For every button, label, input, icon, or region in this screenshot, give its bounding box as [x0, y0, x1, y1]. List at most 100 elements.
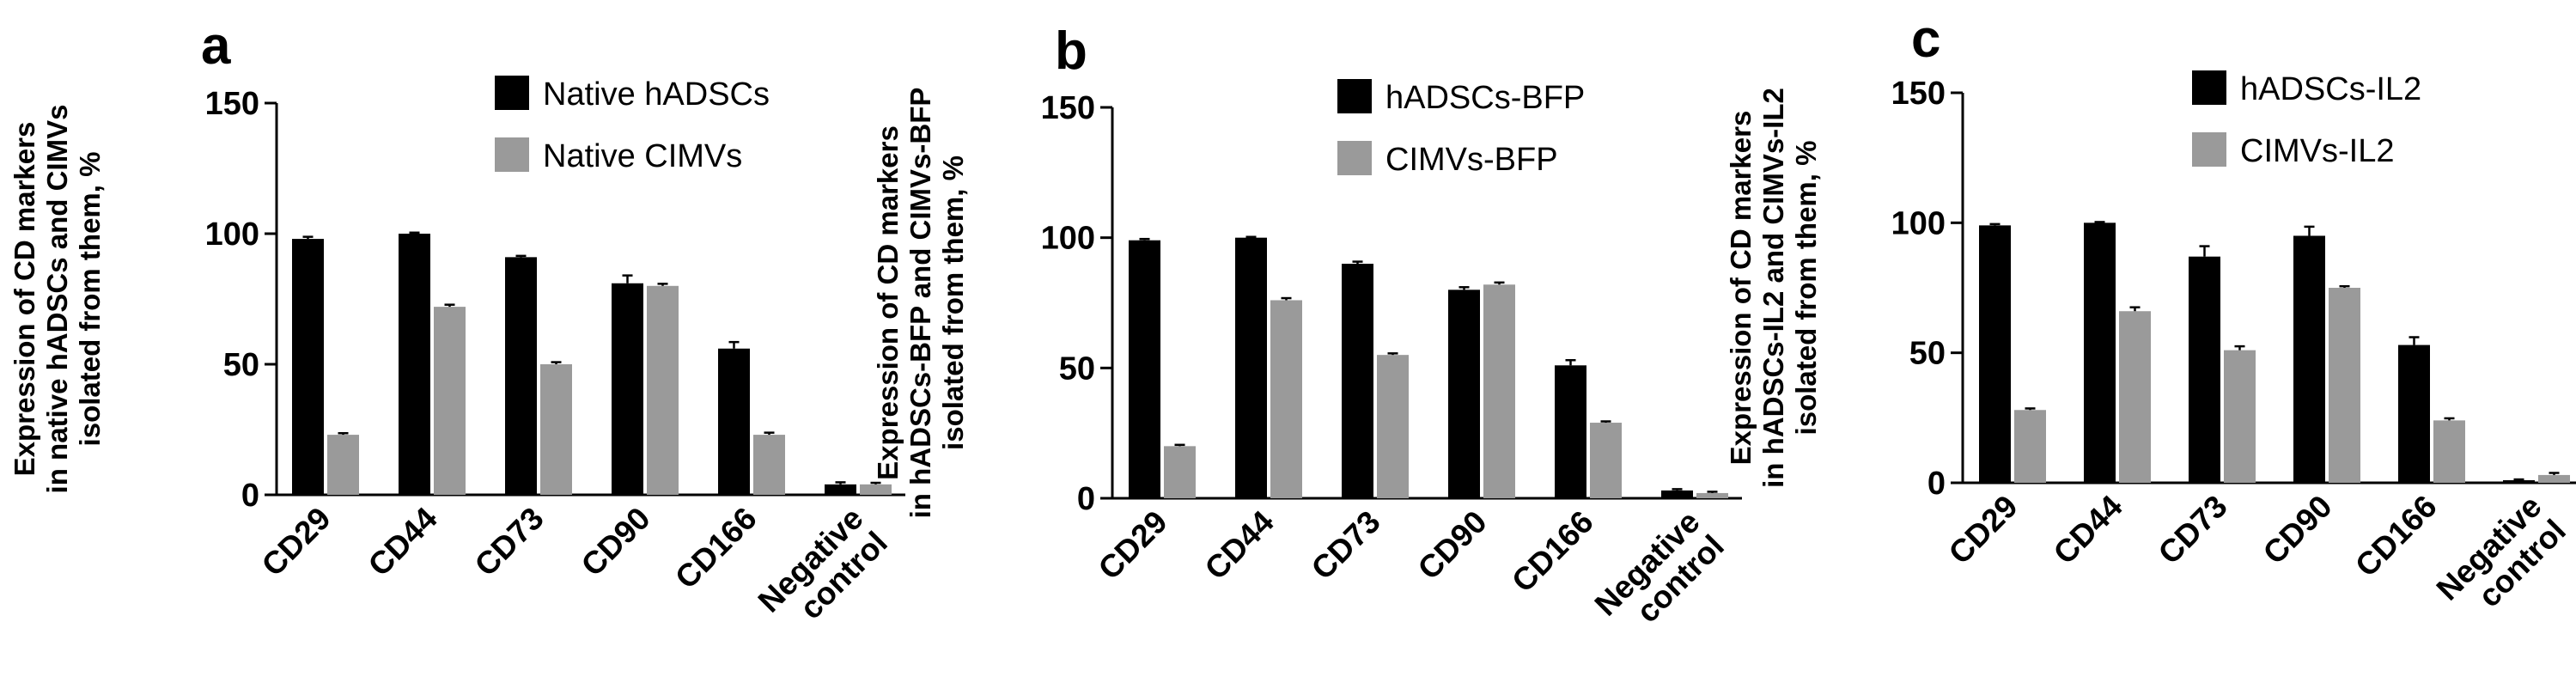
- x-tick-label: CD166: [668, 501, 763, 595]
- bar: [612, 283, 643, 495]
- y-tick-label: 100: [1891, 205, 1946, 241]
- legend-label: hADSCs-IL2: [2240, 71, 2421, 107]
- panel-letter: c: [1911, 9, 1940, 69]
- legend-label: Native CIMVs: [543, 138, 742, 174]
- bar: [1448, 290, 1480, 498]
- x-tick-label: CD166: [2348, 489, 2443, 583]
- legend-swatch: [1337, 141, 1372, 175]
- y-axis-label-line: Expression of CD markers: [872, 125, 904, 480]
- panel-letter: b: [1055, 21, 1087, 81]
- y-tick-label: 50: [1909, 336, 1946, 372]
- legend-label: CIMVs-BFP: [1385, 142, 1558, 178]
- x-tick-label: CD73: [1305, 504, 1387, 587]
- y-tick-label: 50: [223, 347, 259, 383]
- y-tick-label: 150: [1041, 90, 1095, 126]
- bar: [1979, 225, 2011, 483]
- x-tick-label-line: CD90: [2256, 489, 2339, 571]
- bar: [2503, 479, 2535, 483]
- y-axis-label-line: in native hADSCs and CIMVs: [41, 105, 73, 494]
- bar: [1696, 492, 1728, 498]
- x-tick-label-line: CD166: [668, 501, 763, 595]
- x-tick-label-line: CD166: [1505, 504, 1599, 599]
- bar: [1483, 284, 1515, 498]
- x-tick-label: CD73: [2152, 489, 2234, 571]
- bar: [1590, 423, 1622, 498]
- x-tick-label: CD73: [468, 501, 551, 583]
- y-axis-label: Expression of CD markersin hADSCs-BFP an…: [872, 88, 969, 519]
- bar: [399, 234, 430, 495]
- legend-swatch: [1337, 79, 1372, 113]
- x-tick-label-line: CD44: [1198, 503, 1281, 586]
- bar: [505, 257, 537, 495]
- bar: [2329, 288, 2360, 483]
- bar: [2084, 223, 2116, 483]
- bar: [2433, 420, 2465, 483]
- y-tick-label: 100: [205, 216, 259, 253]
- chart-panel-c: c Expression of CD markersin hADSCs-IL2 a…: [1725, 9, 2576, 631]
- x-tick-label-line: CD29: [255, 501, 338, 583]
- x-tick-label-line: CD29: [1942, 489, 2025, 571]
- bar: [860, 484, 892, 495]
- y-axis-label: Expression of CD markersin hADSCs-IL2 an…: [1725, 88, 1822, 488]
- x-tick-label: CD90: [1411, 504, 1494, 587]
- bar: [2119, 311, 2151, 483]
- x-tick-label: CD44: [2047, 488, 2129, 570]
- y-axis-label-line: isolated from them, %: [74, 152, 106, 447]
- legend-swatch: [495, 137, 529, 172]
- x-tick-label-line: CD73: [468, 501, 551, 583]
- bar: [1164, 446, 1196, 498]
- y-axis-label-line: isolated from them, %: [937, 155, 969, 450]
- y-axis-label-line: in hADSCs-BFP and CIMVs-BFP: [904, 88, 936, 519]
- y-axis-label-line: Expression of CD markers: [1725, 111, 1757, 466]
- bar: [2398, 344, 2430, 483]
- bar: [1555, 365, 1586, 498]
- y-axis-label-line: isolated from them, %: [1790, 141, 1822, 436]
- legend-swatch: [2192, 132, 2226, 167]
- legend-label: Native hADSCs: [543, 76, 770, 113]
- y-tick-label: 100: [1041, 221, 1095, 257]
- y-tick-label: 0: [1077, 481, 1095, 517]
- y-axis-label-line: Expression of CD markers: [9, 122, 40, 477]
- bar: [753, 435, 785, 495]
- x-tick-label: Negativecontrol: [1588, 504, 1731, 647]
- bar: [292, 239, 324, 495]
- bar: [825, 484, 856, 495]
- y-tick-label: 150: [205, 86, 259, 122]
- x-tick-label: CD90: [2256, 489, 2339, 571]
- bar: [718, 348, 750, 495]
- y-tick-label: 50: [1059, 351, 1095, 387]
- bar: [1235, 237, 1267, 498]
- y-tick-label: 0: [1927, 466, 1946, 502]
- legend-swatch: [495, 76, 529, 110]
- x-tick-label: CD29: [1092, 504, 1174, 587]
- x-tick-label: CD44: [362, 500, 444, 582]
- bar: [1661, 490, 1693, 498]
- y-axis-label-line: in hADSCs-IL2 and CIMVs-IL2: [1757, 88, 1789, 488]
- legend-swatch: [2192, 70, 2226, 105]
- bar: [434, 307, 466, 495]
- x-tick-label: CD29: [1942, 489, 2025, 571]
- x-tick-label-line: CD166: [2348, 489, 2443, 583]
- x-tick-label-line: CD44: [2047, 488, 2129, 570]
- y-axis-label: Expression of CD markersin native hADSCs…: [9, 105, 106, 494]
- bar: [2538, 474, 2570, 483]
- bar: [1129, 240, 1160, 498]
- bar: [1270, 300, 1302, 498]
- chart-panel-b: b Expression of CD markersin hADSCs-BFP a…: [872, 21, 1742, 647]
- bar: [2014, 410, 2046, 483]
- panel-letter: a: [201, 16, 231, 76]
- bar: [1377, 355, 1409, 498]
- x-tick-label: CD29: [255, 501, 338, 583]
- bar: [2189, 256, 2220, 483]
- x-tick-label-line: CD44: [362, 500, 444, 582]
- x-tick-label-line: CD29: [1092, 504, 1174, 587]
- bar: [1342, 264, 1373, 498]
- bar: [327, 435, 359, 495]
- bar: [2224, 350, 2256, 483]
- x-tick-label: Negativecontrol: [2430, 489, 2573, 631]
- x-tick-label-line: CD73: [1305, 504, 1387, 587]
- legend-label: hADSCs-BFP: [1385, 80, 1585, 116]
- bar: [2293, 235, 2325, 483]
